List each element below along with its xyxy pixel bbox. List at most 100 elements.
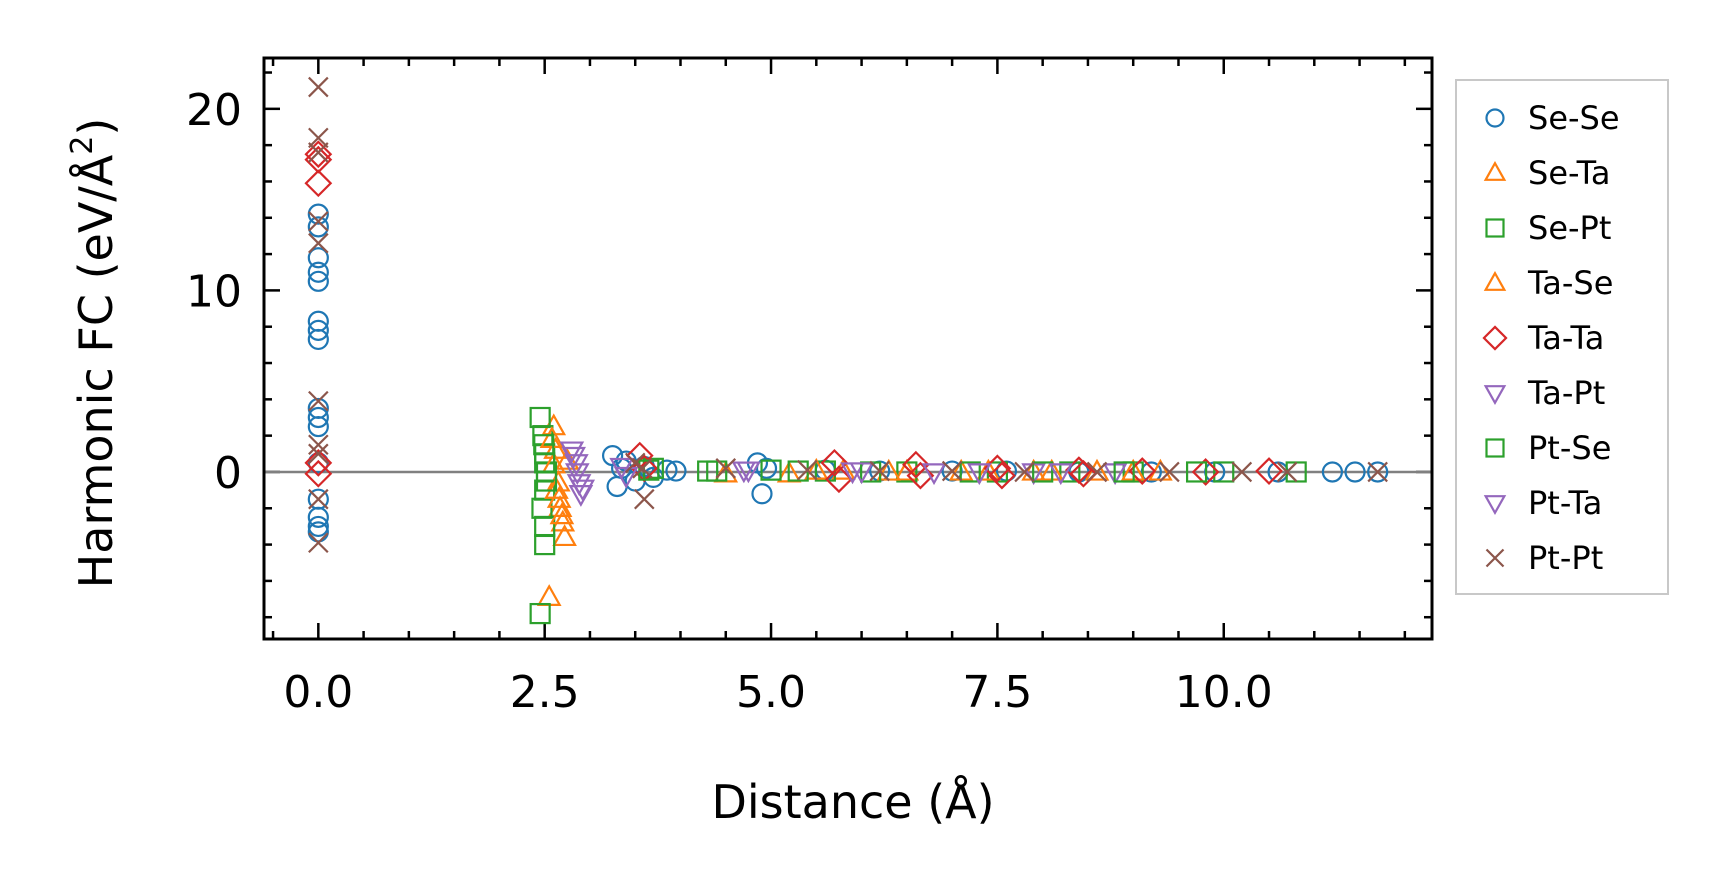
legend: Se-Se Se-Ta Se-Pt Ta-Se Ta-Ta Ta-Pt Pt-Se Pt-Ta… bbox=[1455, 79, 1669, 595]
y-tick-label: 0 bbox=[214, 448, 242, 499]
legend-marker-se-se bbox=[1485, 108, 1505, 128]
point-se-pt bbox=[529, 406, 551, 429]
point-pt-pt bbox=[308, 232, 329, 254]
point-pt-ta bbox=[1048, 463, 1074, 486]
point-ta-ta bbox=[1191, 458, 1220, 486]
x-tick-label: 0.0 bbox=[283, 667, 353, 718]
legend-marker-se-ta bbox=[1483, 160, 1507, 181]
y-tick-label: 20 bbox=[186, 85, 242, 136]
legend-label-se-ta: Se-Ta bbox=[1528, 154, 1610, 192]
point-se-ta bbox=[831, 457, 856, 480]
legend-label-se-pt: Se-Pt bbox=[1528, 209, 1611, 247]
point-ta-ta bbox=[988, 461, 1016, 490]
point-se-se bbox=[1344, 461, 1366, 483]
x-tick-label: 7.5 bbox=[962, 667, 1032, 718]
point-ta-ta bbox=[304, 459, 333, 488]
point-pt-pt bbox=[308, 76, 329, 98]
point-se-pt bbox=[1213, 461, 1235, 483]
point-se-ta bbox=[536, 584, 562, 606]
point-ta-pt bbox=[613, 466, 639, 489]
point-pt-se bbox=[959, 461, 981, 483]
point-pt-pt bbox=[634, 488, 655, 510]
point-pt-pt bbox=[941, 460, 963, 482]
point-ta-ta bbox=[825, 465, 853, 494]
y-axis-label-end: ) bbox=[69, 118, 123, 136]
point-ta-ta bbox=[902, 450, 930, 479]
point-se-pt bbox=[529, 602, 551, 625]
point-pt-pt bbox=[1231, 461, 1253, 483]
point-se-se bbox=[307, 270, 329, 292]
point-pt-se bbox=[535, 470, 558, 492]
point-pt-pt bbox=[632, 458, 653, 479]
point-pt-se bbox=[1113, 461, 1135, 483]
legend-marker-ta-ta bbox=[1482, 325, 1508, 351]
point-pt-pt bbox=[1014, 461, 1035, 483]
point-se-se bbox=[307, 406, 329, 429]
point-pt-se bbox=[706, 460, 728, 482]
point-se-se bbox=[307, 216, 329, 238]
point-ta-ta bbox=[304, 140, 333, 169]
point-pt-pt bbox=[308, 390, 329, 412]
y-tick-label: 10 bbox=[186, 266, 242, 317]
point-ta-ta bbox=[304, 448, 333, 477]
point-pt-pt bbox=[1367, 461, 1388, 483]
x-axis-label: Distance (Å) bbox=[711, 775, 994, 829]
legend-label-se-se: Se-Se bbox=[1528, 99, 1620, 137]
axis-ticks bbox=[264, 58, 1432, 639]
point-pt-pt bbox=[1276, 461, 1298, 483]
point-pt-se bbox=[1185, 461, 1208, 483]
point-se-se bbox=[307, 203, 329, 225]
point-se-se bbox=[307, 247, 329, 269]
point-pt-ta bbox=[849, 462, 874, 485]
point-pt-pt bbox=[308, 142, 329, 163]
point-ta-pt bbox=[561, 446, 586, 469]
point-ta-ta bbox=[1069, 459, 1098, 488]
point-pt-pt bbox=[308, 443, 329, 465]
y-axis-label: Harmonic FC (eV/Å2) bbox=[65, 118, 123, 589]
point-se-se bbox=[1321, 461, 1344, 483]
point-se-se bbox=[307, 415, 329, 438]
point-se-pt bbox=[760, 459, 782, 481]
legend-label-ta-pt: Ta-Pt bbox=[1527, 374, 1605, 412]
point-se-se bbox=[755, 457, 778, 479]
point-pt-pt bbox=[308, 434, 329, 456]
y-axis-label-superscript: 2 bbox=[65, 136, 100, 155]
y-tick-labels: 0 10 20 bbox=[186, 85, 242, 499]
point-se-se bbox=[307, 261, 329, 283]
point-se-pt bbox=[534, 515, 556, 538]
plot-frame bbox=[262, 56, 1434, 641]
point-ta-ta bbox=[1255, 457, 1283, 485]
point-ta-ta bbox=[820, 448, 849, 477]
point-se-pt bbox=[534, 533, 556, 556]
point-se-se bbox=[307, 506, 329, 528]
point-ta-se bbox=[544, 476, 569, 499]
legend-entries: Se-Se Se-Ta Se-Pt Ta-Se Ta-Ta Ta-Pt Pt-Se Pt-Ta… bbox=[1482, 99, 1620, 577]
legend-marker-pt-pt bbox=[1485, 548, 1505, 568]
point-se-pt bbox=[1059, 461, 1081, 483]
legend-marker-ta-se bbox=[1483, 270, 1507, 291]
point-pt-pt bbox=[308, 532, 329, 554]
point-ta-se bbox=[546, 486, 572, 508]
point-se-se bbox=[307, 515, 329, 538]
legend-label-pt-ta: Pt-Ta bbox=[1528, 484, 1602, 522]
legend-marker-ta-pt bbox=[1483, 385, 1507, 406]
point-ta-se bbox=[549, 502, 575, 525]
y-axis-label-main: Harmonic FC (eV/Å bbox=[69, 154, 123, 588]
legend-label-pt-pt: Pt-Pt bbox=[1528, 539, 1603, 577]
point-ta-ta bbox=[304, 169, 333, 198]
x-tick-label: 2.5 bbox=[510, 667, 580, 718]
point-pt-ta bbox=[966, 463, 992, 486]
point-se-se bbox=[307, 328, 329, 351]
x-tick-label: 10.0 bbox=[1175, 667, 1273, 718]
point-se-se bbox=[606, 475, 628, 498]
point-pt-se bbox=[533, 434, 555, 456]
point-pt-pt bbox=[1086, 461, 1108, 483]
point-pt-pt bbox=[308, 488, 329, 510]
point-pt-pt bbox=[796, 459, 818, 481]
point-se-ta bbox=[552, 524, 577, 547]
point-se-pt bbox=[531, 497, 553, 519]
point-pt-ta bbox=[570, 479, 596, 502]
point-ta-pt bbox=[921, 463, 947, 486]
point-ta-se bbox=[539, 426, 565, 448]
